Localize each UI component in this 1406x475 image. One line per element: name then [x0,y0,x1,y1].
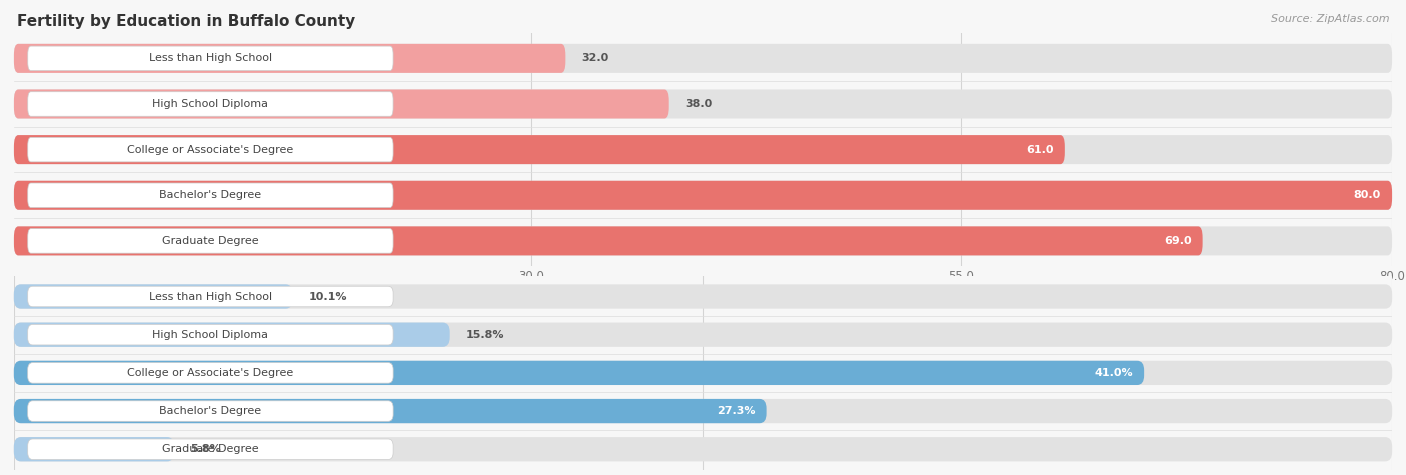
FancyBboxPatch shape [28,46,394,71]
FancyBboxPatch shape [28,92,394,116]
Text: Fertility by Education in Buffalo County: Fertility by Education in Buffalo County [17,14,356,29]
FancyBboxPatch shape [14,399,1392,423]
FancyBboxPatch shape [14,227,1202,256]
Text: 38.0: 38.0 [685,99,713,109]
Text: 41.0%: 41.0% [1094,368,1133,378]
Text: High School Diploma: High School Diploma [152,99,269,109]
FancyBboxPatch shape [14,285,292,309]
Text: 69.0: 69.0 [1164,236,1191,246]
FancyBboxPatch shape [14,181,1392,210]
Text: 15.8%: 15.8% [465,330,505,340]
FancyBboxPatch shape [28,439,394,459]
FancyBboxPatch shape [14,44,1392,73]
Text: Bachelor's Degree: Bachelor's Degree [159,190,262,200]
FancyBboxPatch shape [28,228,394,253]
FancyBboxPatch shape [14,227,1392,256]
Text: 32.0: 32.0 [582,53,609,63]
FancyBboxPatch shape [28,324,394,345]
FancyBboxPatch shape [14,181,1392,210]
FancyBboxPatch shape [14,361,1392,385]
FancyBboxPatch shape [28,286,394,307]
FancyBboxPatch shape [14,399,766,423]
FancyBboxPatch shape [28,362,394,383]
Text: 80.0: 80.0 [1354,190,1381,200]
Text: 27.3%: 27.3% [717,406,755,416]
FancyBboxPatch shape [14,44,565,73]
Text: Source: ZipAtlas.com: Source: ZipAtlas.com [1271,14,1389,24]
FancyBboxPatch shape [14,89,1392,118]
FancyBboxPatch shape [14,285,1392,309]
Text: Graduate Degree: Graduate Degree [162,236,259,246]
FancyBboxPatch shape [14,361,1144,385]
Text: High School Diploma: High School Diploma [152,330,269,340]
Text: Bachelor's Degree: Bachelor's Degree [159,406,262,416]
FancyBboxPatch shape [14,323,450,347]
Text: Less than High School: Less than High School [149,292,271,302]
Text: 61.0: 61.0 [1026,144,1053,155]
FancyBboxPatch shape [28,137,394,162]
FancyBboxPatch shape [14,89,669,118]
FancyBboxPatch shape [14,437,1392,461]
Text: Less than High School: Less than High School [149,53,271,63]
Text: College or Associate's Degree: College or Associate's Degree [128,368,294,378]
Text: 5.8%: 5.8% [190,444,221,454]
FancyBboxPatch shape [14,437,174,461]
FancyBboxPatch shape [14,135,1392,164]
Text: 10.1%: 10.1% [309,292,347,302]
FancyBboxPatch shape [14,323,1392,347]
Text: Graduate Degree: Graduate Degree [162,444,259,454]
FancyBboxPatch shape [28,401,394,421]
FancyBboxPatch shape [28,183,394,208]
FancyBboxPatch shape [14,135,1064,164]
Text: College or Associate's Degree: College or Associate's Degree [128,144,294,155]
